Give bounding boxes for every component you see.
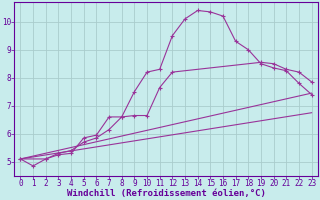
- X-axis label: Windchill (Refroidissement éolien,°C): Windchill (Refroidissement éolien,°C): [67, 189, 266, 198]
